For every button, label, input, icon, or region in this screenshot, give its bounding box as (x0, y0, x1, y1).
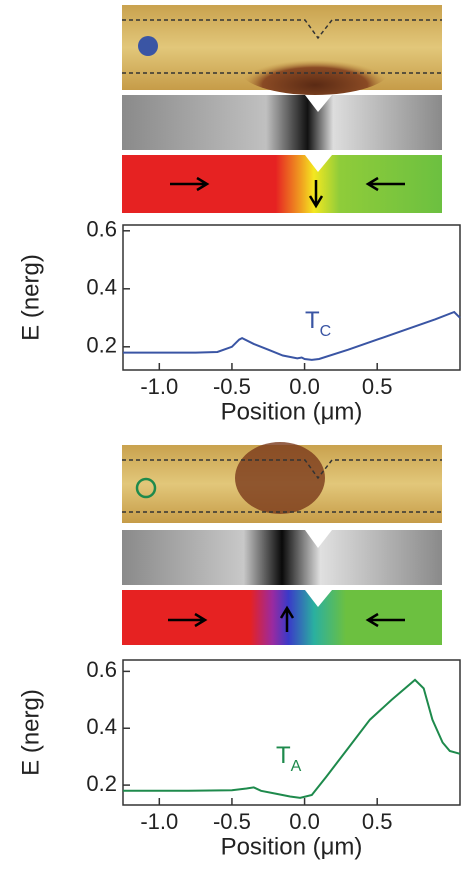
energy-curve (123, 678, 461, 799)
marker-dot (138, 36, 158, 56)
x-axis-label: Position (μm) (221, 398, 363, 425)
curve-annotation: TA (276, 742, 302, 775)
energy-curve (123, 310, 461, 361)
notch (305, 155, 332, 172)
edge-line (122, 459, 442, 480)
arrow (170, 176, 210, 192)
x-tick-label: -0.5 (213, 374, 251, 399)
domain-wall-blob (240, 45, 390, 95)
x-tick-label: 0.5 (362, 809, 393, 834)
simulation-gray (122, 95, 442, 150)
notch (305, 530, 332, 548)
y-axis-label: E (nerg) (17, 254, 44, 341)
annotation-subscript: A (291, 758, 302, 775)
arrow (308, 180, 324, 209)
curve-annotation: TC (305, 307, 331, 340)
arrow (365, 176, 405, 192)
x-tick-label: -0.5 (213, 809, 251, 834)
plot-frame (122, 224, 461, 371)
x-tick-label: -1.0 (140, 374, 178, 399)
y-axis-label: E (nerg) (17, 689, 44, 776)
y-tick-label: 0.6 (86, 657, 117, 682)
annotation-text: T (276, 742, 291, 769)
y-tick-label: 0.4 (86, 714, 117, 739)
x-tick-label: 0.0 (289, 374, 320, 399)
x-tick-label: -1.0 (140, 809, 178, 834)
arrow (365, 612, 405, 628)
y-tick-label: 0.2 (86, 333, 117, 358)
panel-set-top (122, 5, 442, 213)
edge-line (122, 19, 442, 40)
x-axis-label: Position (μm) (221, 833, 363, 860)
x-tick-label: 0.0 (289, 809, 320, 834)
annotation-subscript: C (320, 323, 332, 340)
arrow (168, 612, 208, 628)
y-tick-label: 0.4 (86, 275, 117, 300)
y-tick-label: 0.2 (86, 771, 117, 796)
marker-circle (135, 477, 157, 499)
notch (305, 95, 332, 112)
simulation-gray (122, 530, 442, 585)
annotation-text: T (305, 307, 320, 334)
x-tick-label: 0.5 (362, 374, 393, 399)
y-tick-label: 0.6 (86, 217, 117, 242)
panel-set-bottom (122, 442, 442, 645)
plot-frame (122, 659, 461, 806)
notch (305, 590, 332, 607)
arrow (279, 605, 295, 632)
domain-wall-blob (235, 442, 325, 514)
